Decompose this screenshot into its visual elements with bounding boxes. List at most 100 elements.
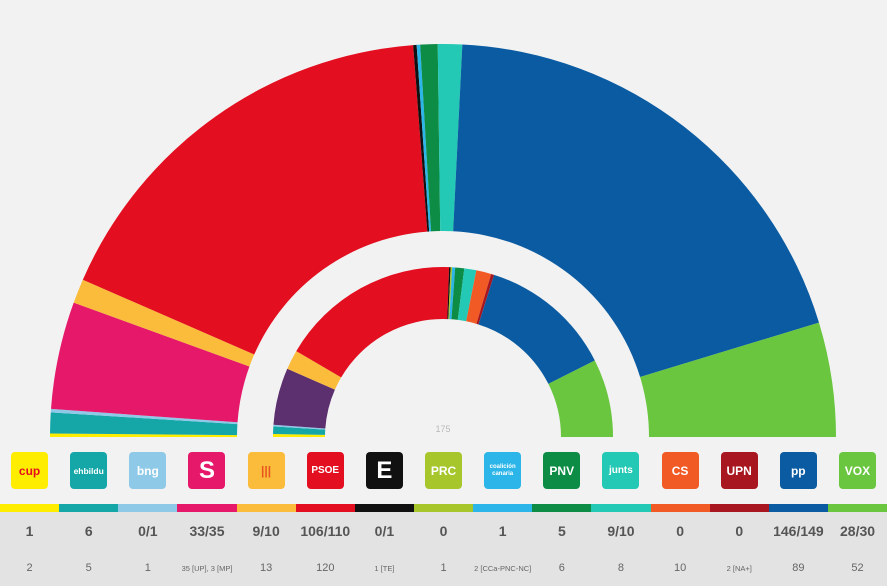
erc-previous: 13 <box>260 562 273 574</box>
sumar-projection: 33/35 <box>189 523 225 539</box>
erc-logo: ||| <box>247 452 285 489</box>
outer-slice-junts <box>437 44 463 232</box>
pp-logo-text: pp <box>790 463 806 478</box>
pp-previous: 89 <box>792 562 805 574</box>
sumar-previous: 35 [UP], 3 [MP] <box>181 563 233 573</box>
teruel-existe-projection: 0/1 <box>374 523 395 539</box>
outer-slice-pnv <box>420 44 441 232</box>
cc-strip <box>473 504 533 512</box>
cup-projection: 1 <box>25 523 34 539</box>
bng-projection: 0/1 <box>138 523 158 539</box>
psoe-projection: 106/110 <box>300 523 351 539</box>
projection-row: 1 6 0/1 33/35 9/10 106/110 0/1 0 1 5 9/10 0 0 146/149… <box>0 512 887 550</box>
cup-previous: 2 <box>26 562 33 574</box>
inner-slice-cc <box>449 267 456 320</box>
outer-ring <box>50 44 836 437</box>
prc-logo-text: PRC <box>430 463 457 478</box>
inner-slice-junts <box>457 268 477 322</box>
outer-slice-sumar <box>51 302 250 423</box>
erc-strip <box>236 504 296 512</box>
eh-bildu-strip <box>59 504 119 512</box>
eh-bildu-logo: ehbildu <box>70 452 108 489</box>
junts-logo-text: junts <box>608 465 633 476</box>
outer-slice-vox <box>640 322 836 437</box>
inner-slice-teruel-existe <box>447 267 451 320</box>
vox-previous: 52 <box>851 562 864 574</box>
junts-previous: 8 <box>617 562 625 574</box>
junts-logo: junts <box>602 452 640 489</box>
outer-slice-bng <box>50 408 238 425</box>
inner-ring <box>273 267 613 437</box>
pnv-logo-text: PNV <box>549 463 575 478</box>
upn-strip <box>709 504 769 512</box>
outer-slice-cc <box>416 44 432 232</box>
cs-strip <box>650 504 710 512</box>
vox-projection: 28/30 <box>840 523 876 539</box>
eh-bildu-projection: 6 <box>84 523 93 539</box>
party-color-strip <box>0 504 887 512</box>
erc-logo-text: ||| <box>261 463 272 478</box>
cc-projection: 1 <box>498 523 507 539</box>
pnv-strip <box>532 504 592 512</box>
upn-projection: 0 <box>735 523 744 539</box>
outer-slice-eh-bildu <box>50 412 238 436</box>
inner-slice-prc <box>448 267 453 320</box>
pp-strip <box>768 504 828 512</box>
cc-previous: 2 [CCa-PNC-NC] <box>474 563 532 573</box>
upn-previous: 2 [NA+] <box>726 563 752 573</box>
parliament-chart: 175 <box>50 44 836 437</box>
prc-projection: 0 <box>439 523 448 539</box>
inner-slice-sumar <box>273 368 335 429</box>
eh-bildu-previous: 5 <box>85 562 92 574</box>
cs-logo: CS <box>661 452 699 489</box>
cs-logo-text: CS <box>671 463 689 478</box>
sumar-strip <box>177 504 237 512</box>
previous-row: 2 5 1 35 [UP], 3 [MP] 13 120 1 [TE] 1 2 [CCa-PNC… <box>0 550 887 586</box>
cup-strip <box>0 504 60 512</box>
prc-previous: 1 <box>440 562 447 574</box>
bng-logo-text: bng <box>136 463 159 478</box>
pp-logo: pp <box>779 452 817 489</box>
outer-slice-teruel-existe <box>413 44 430 232</box>
vox-logo-text: VOX <box>844 463 871 478</box>
vox-logo: VOX <box>838 452 876 489</box>
outer-slice-erc <box>73 279 255 367</box>
teruel-existe-strip <box>354 504 414 512</box>
upn-logo-text: UPN <box>726 463 752 478</box>
teruel-existe-logo: E <box>365 452 403 489</box>
junts-strip <box>591 504 651 512</box>
psoe-strip <box>295 504 355 512</box>
sumar-logo-text: S <box>198 456 215 484</box>
cup-logo-text: cup <box>18 463 41 478</box>
outer-slice-cup <box>50 433 238 437</box>
inner-slice-psoe <box>296 267 450 378</box>
cc-logo-text: coalición canaria <box>489 463 516 477</box>
inner-slice-cs <box>466 270 492 324</box>
prc-strip <box>413 504 474 512</box>
inner-slice-cup <box>273 433 326 437</box>
inner-slice-bng <box>273 424 326 430</box>
inner-slice-eh-bildu <box>273 426 326 435</box>
bng-previous: 1 <box>144 562 151 574</box>
outer-slice-pp <box>453 44 819 378</box>
pnv-projection: 5 <box>557 523 566 539</box>
cc-logo: coalición canaria <box>484 452 522 489</box>
pnv-logo: PNV <box>543 452 581 489</box>
eh-bildu-logo-text: ehbildu <box>73 465 104 476</box>
teruel-existe-previous: 1 [TE] <box>374 563 395 573</box>
psoe-previous: 120 <box>316 562 335 574</box>
prc-logo: PRC <box>425 452 462 489</box>
bng-strip <box>118 504 178 512</box>
bng-logo: bng <box>129 452 167 489</box>
erc-projection: 9/10 <box>252 523 280 539</box>
sumar-logo: S <box>188 452 226 489</box>
inner-slice-pnv <box>451 267 465 320</box>
junts-projection: 9/10 <box>607 523 635 539</box>
vox-strip <box>827 504 887 512</box>
psoe-logo: PSOE <box>306 452 344 489</box>
seats-table: 1 6 0/1 33/35 9/10 106/110 0/1 0 1 5 9/10 0 0 146/149… <box>0 512 887 586</box>
inner-slice-upn <box>476 273 495 325</box>
center-label: 175 <box>435 424 450 434</box>
pp-projection: 146/149 <box>773 523 824 539</box>
cs-previous: 10 <box>673 562 687 574</box>
